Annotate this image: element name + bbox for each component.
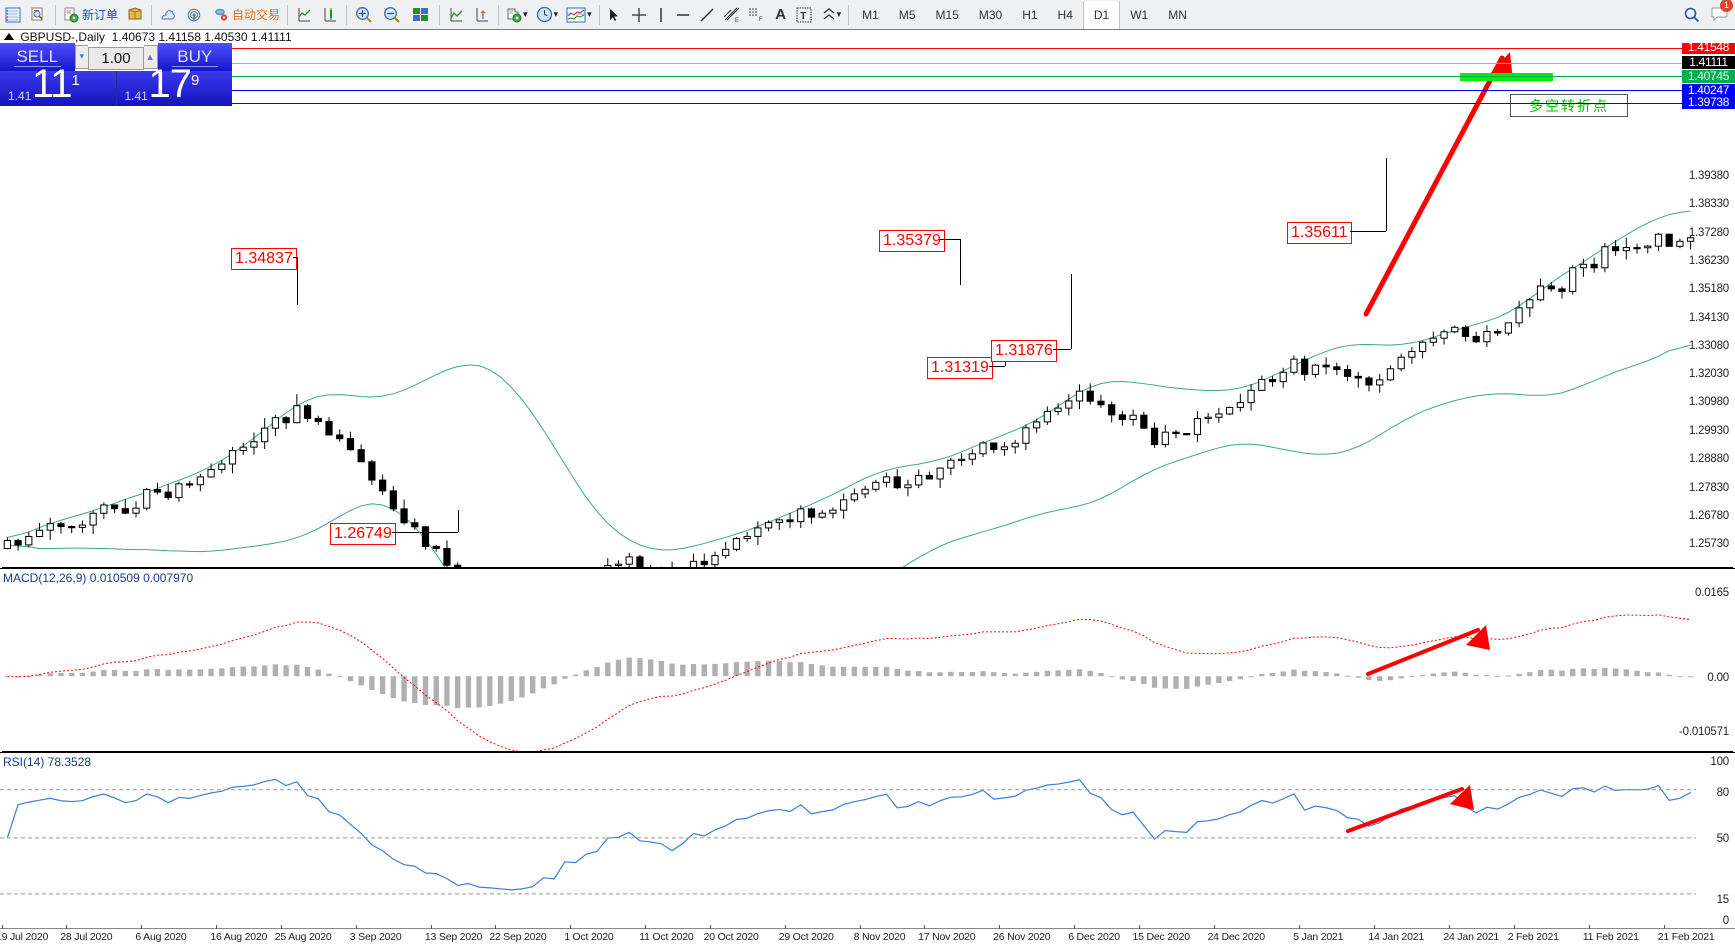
svg-text:T: T xyxy=(800,11,806,22)
svg-text:E: E xyxy=(735,18,739,23)
svg-text:F: F xyxy=(759,17,763,22)
